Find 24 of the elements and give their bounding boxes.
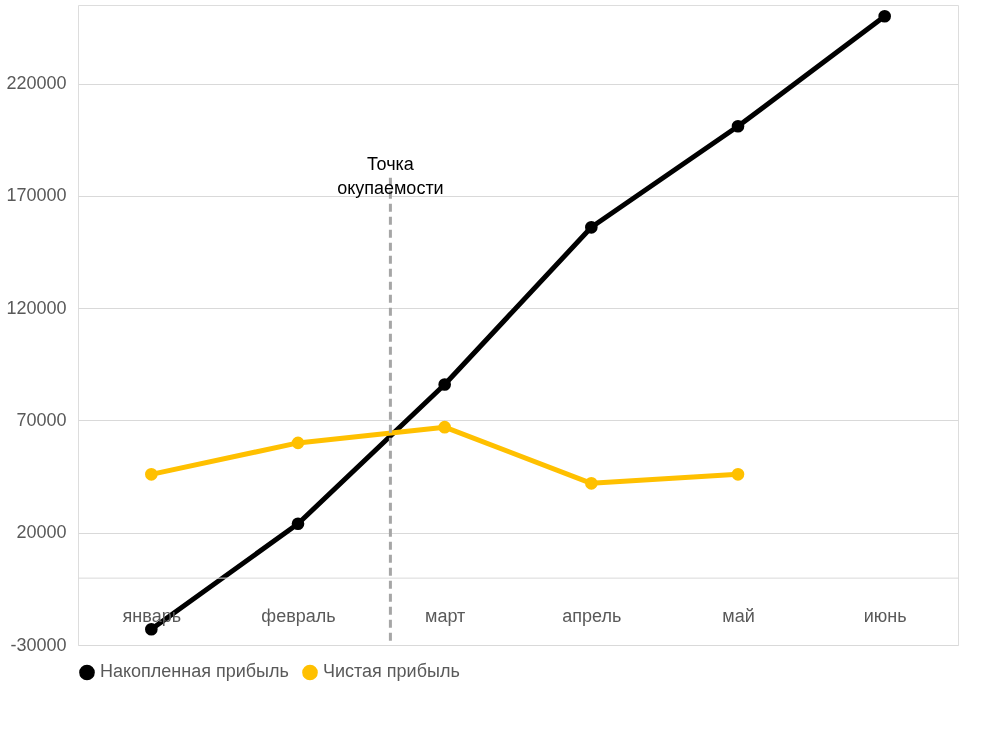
y-tick-label: 170000 xyxy=(6,185,67,206)
legend-label: Чистая прибыль xyxy=(323,661,460,682)
point xyxy=(731,468,745,481)
point xyxy=(585,477,598,490)
point xyxy=(291,517,305,531)
point xyxy=(585,221,598,234)
y-tick-label: 120000 xyxy=(6,297,67,318)
x-tick-label: февраль xyxy=(261,606,336,627)
point xyxy=(878,9,891,23)
x-tick-label: март xyxy=(425,606,466,627)
y-tick-label: 70000 xyxy=(16,409,67,430)
y-tick-label: -30000 xyxy=(10,634,67,655)
point xyxy=(438,420,451,434)
point xyxy=(291,436,305,450)
y-tick-label: 20000 xyxy=(16,522,67,543)
x-tick-label: апрель xyxy=(562,606,622,627)
point xyxy=(145,468,158,481)
y-tick-label: 220000 xyxy=(6,73,67,94)
annotation: Точка окупаемости xyxy=(337,153,444,198)
x-tick-label: июнь xyxy=(863,606,907,627)
x-tick-label: май xyxy=(722,606,755,627)
legend-label: Накопленная прибыль xyxy=(100,661,289,682)
point xyxy=(438,378,451,391)
point xyxy=(731,119,745,133)
